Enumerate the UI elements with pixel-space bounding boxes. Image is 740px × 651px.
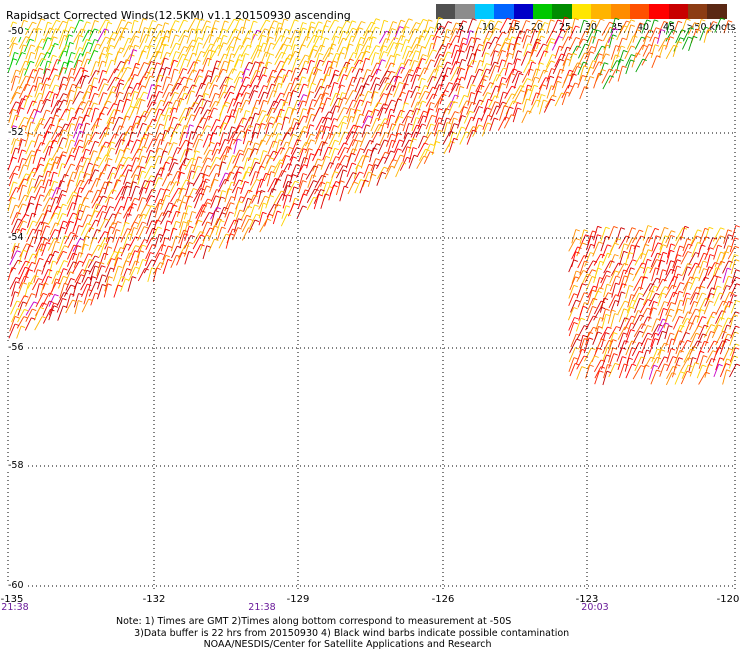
footnotes: Note: 1) Times are GMT 2)Times along bot…	[116, 616, 569, 651]
lon-label: -132	[143, 594, 166, 605]
lon-label: -126	[432, 594, 455, 605]
time-label: 21:38	[1, 602, 28, 613]
lon-label: -129	[287, 594, 310, 605]
note-line: 3)Data buffer is 22 hrs from 20150930 4)…	[116, 628, 569, 640]
lat-label: -52	[7, 128, 25, 138]
note-line: Note: 1) Times are GMT 2)Times along bot…	[116, 616, 569, 628]
lat-label: -60	[7, 581, 25, 591]
time-label: 21:38	[248, 602, 275, 613]
lat-label: -56	[7, 343, 25, 353]
lat-label: -50	[7, 27, 25, 37]
lon-label: -120	[717, 594, 740, 605]
lat-label: -58	[7, 461, 25, 471]
time-label: 20:03	[581, 602, 608, 613]
lat-label: -54	[7, 233, 25, 243]
lat-lon-grid	[8, 28, 735, 590]
wind-barbs-layer	[8, 17, 740, 385]
note-line: NOAA/NESDIS/Center for Satellite Applica…	[116, 639, 569, 651]
